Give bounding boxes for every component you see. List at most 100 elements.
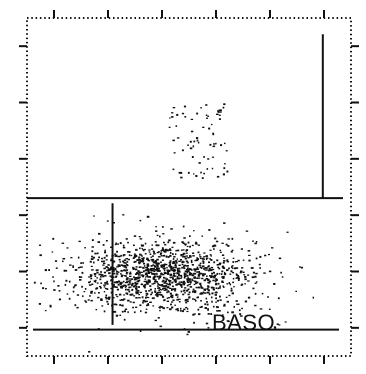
scatter-point <box>207 309 209 311</box>
scatter-point <box>234 261 237 263</box>
scatter-point <box>128 290 131 293</box>
scatter-point <box>194 298 196 301</box>
scatter-point <box>202 126 205 128</box>
scatter-point <box>186 310 189 313</box>
scatter-point <box>241 267 244 269</box>
scatter-point <box>157 293 159 296</box>
scatter-point <box>244 275 247 278</box>
scatter-point <box>175 283 178 286</box>
scatter-point <box>115 242 117 244</box>
scatter-point <box>191 274 193 276</box>
scatter-point <box>154 260 157 262</box>
scatter-point <box>121 299 125 301</box>
scatter-point <box>105 282 108 284</box>
scatter-point <box>222 106 225 109</box>
scatter-point <box>148 251 151 253</box>
scatter-point <box>206 301 208 303</box>
scatter-point <box>154 291 157 293</box>
scatter-point <box>171 116 174 118</box>
scatter-point <box>213 143 216 145</box>
scatter-point <box>248 254 251 256</box>
scatter-point <box>178 281 181 283</box>
scatter-point <box>185 289 189 292</box>
scatter-point <box>68 280 71 283</box>
scatter-point <box>97 252 99 255</box>
scatter-point <box>221 276 224 278</box>
scatter-point <box>232 257 235 259</box>
scatter-point <box>159 305 162 308</box>
scatter-point <box>223 167 226 170</box>
scatter-point <box>137 292 139 294</box>
scatter-point <box>139 266 141 268</box>
scatter-point <box>112 285 115 288</box>
scatter-point <box>247 274 250 276</box>
scatter-point <box>125 258 128 260</box>
scatter-point <box>146 296 150 299</box>
scatter-point <box>120 281 122 284</box>
scatter-point <box>138 236 141 238</box>
scatter-point <box>215 287 218 289</box>
scatter-point <box>134 268 138 271</box>
scatter-point <box>126 269 129 271</box>
scatter-point <box>143 248 146 251</box>
scatter-point <box>201 293 204 295</box>
scatter-point <box>158 277 160 280</box>
scatter-point <box>110 246 113 248</box>
scatter-point <box>158 306 160 308</box>
scatter-point <box>149 253 152 255</box>
scatter-point <box>146 263 150 265</box>
scatter-point <box>189 282 192 284</box>
scatter-point <box>169 280 172 282</box>
scatter-point <box>103 284 106 286</box>
scatter-point <box>180 310 182 312</box>
scatter-point <box>222 285 224 287</box>
scatter-point <box>150 293 153 296</box>
scatter-point <box>206 267 209 269</box>
scatter-point <box>65 279 68 282</box>
scatter-point <box>221 270 224 273</box>
scatter-point <box>162 296 165 298</box>
scatter-point <box>180 255 183 257</box>
scatter-point <box>254 275 257 278</box>
scatter-point <box>229 283 232 286</box>
scatter-point <box>90 258 94 260</box>
scatter-point <box>188 269 191 271</box>
scatter-point <box>143 265 146 267</box>
scatter-point <box>172 260 176 263</box>
scatter-point <box>176 294 179 296</box>
scatter-point <box>193 277 196 279</box>
scatter-point <box>224 271 226 274</box>
scatter-point <box>91 239 94 242</box>
scatter-point <box>183 274 186 276</box>
scatter-point <box>108 269 111 271</box>
scatter-point <box>160 261 162 264</box>
scatter-point <box>171 288 174 291</box>
scatter-point <box>138 259 141 261</box>
scatter-point <box>125 269 127 272</box>
scatter-point <box>147 281 150 284</box>
scatter-point <box>103 267 106 270</box>
scatter-point <box>143 270 145 272</box>
scatter-point <box>273 283 276 285</box>
scatter-point <box>267 296 269 298</box>
scatter-point <box>163 276 165 279</box>
scatter-point <box>217 287 219 290</box>
scatter-point <box>120 254 122 257</box>
scatter-point <box>281 276 284 278</box>
scatter-point <box>208 280 212 283</box>
scatter-point <box>295 290 297 292</box>
scatter-point <box>247 296 251 299</box>
scatter-point <box>125 288 127 291</box>
axis-ticks <box>19 10 359 364</box>
scatter-point <box>158 293 161 296</box>
scatter-point <box>207 292 210 294</box>
scatter-point <box>299 266 301 268</box>
scatter-point <box>119 285 122 288</box>
scatter-point <box>159 275 162 278</box>
scatter-point <box>261 292 264 295</box>
scatter-point <box>237 259 240 262</box>
scatter-point <box>129 281 131 284</box>
scatter-point <box>231 265 234 267</box>
scatter-point <box>175 249 178 252</box>
scatter-point <box>169 252 172 254</box>
